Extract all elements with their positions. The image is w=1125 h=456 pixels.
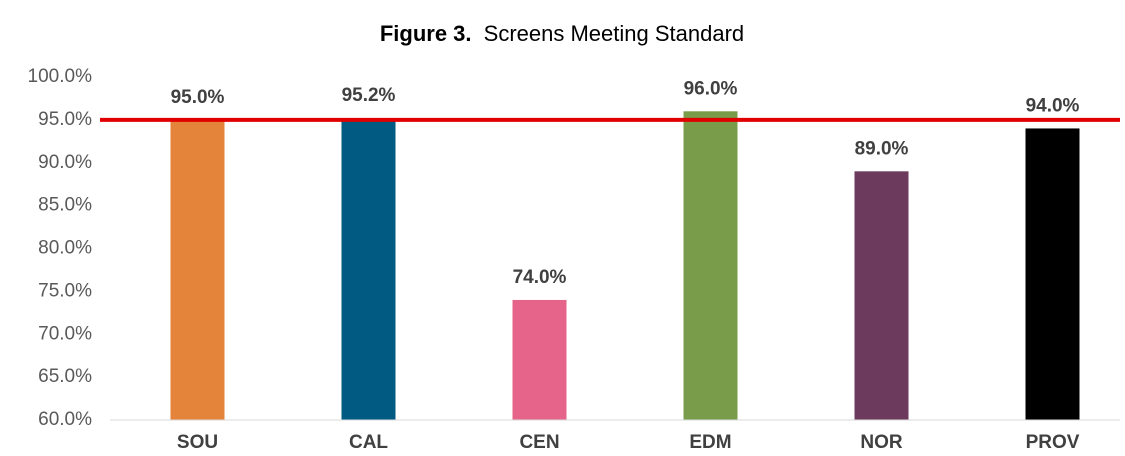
bar [683,111,738,421]
chart-title: Figure 3. Screens Meeting Standard [380,21,744,46]
bar [854,171,909,420]
value-label: 95.2% [342,85,396,106]
y-tick-label: 80.0% [38,238,92,259]
y-tick-label: 100.0% [28,66,93,87]
x-tick-label: PROV [1026,432,1080,453]
value-label: 89.0% [855,138,909,159]
value-label: 74.0% [513,267,567,288]
y-tick-label: 70.0% [38,323,92,344]
x-tick-label: EDM [689,432,731,453]
title-label: Figure 3. [380,21,472,46]
value-label: 95.0% [171,87,225,108]
y-tick-label: 75.0% [38,280,92,301]
value-label: 96.0% [684,78,738,99]
x-tick-label: CAL [349,432,388,453]
y-tick-label: 90.0% [38,152,92,173]
y-tick-label: 85.0% [38,195,92,216]
y-tick-label: 95.0% [38,109,92,130]
y-tick-label: 60.0% [38,409,92,430]
y-tick-label: 65.0% [38,366,92,387]
x-tick-label: SOU [177,432,218,453]
x-tick-label: CEN [519,432,559,453]
bar [170,119,225,420]
title-text: Screens Meeting Standard [484,21,745,46]
bar [512,299,567,420]
bar [341,118,396,420]
bar [1025,128,1080,420]
x-tick-label: NOR [860,432,903,453]
value-label: 94.0% [1026,95,1080,116]
